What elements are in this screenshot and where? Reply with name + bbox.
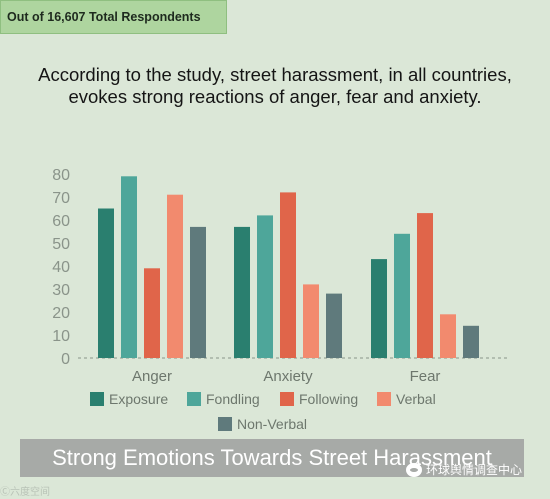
legend-label-exposure: Exposure <box>109 391 168 407</box>
y-tick-label: 30 <box>52 282 70 299</box>
bar-fear-non-verbal <box>463 325 479 358</box>
legend-swatch-following <box>280 392 294 406</box>
bar-anger-fondling <box>121 176 137 358</box>
watermark-left: Ⓒ六度空间 <box>0 487 50 498</box>
bar-fear-verbal <box>440 314 456 358</box>
legend-swatch-exposure <box>90 392 104 406</box>
bottom-banner: Strong Emotions Towards Street Harassmen… <box>20 439 524 477</box>
y-tick-label: 50 <box>52 236 70 253</box>
legend-label-non-verbal: Non-Verbal <box>237 416 307 432</box>
bar-anxiety-fondling <box>257 215 273 358</box>
bar-anxiety-non-verbal <box>326 293 342 358</box>
legend-label-following: Following <box>299 391 358 407</box>
legend-swatch-fondling <box>187 392 201 406</box>
y-tick-label: 70 <box>52 190 70 207</box>
x-tick-label: Anxiety <box>263 368 313 385</box>
legend-swatch-verbal <box>377 392 391 406</box>
watermark-right-label: 环球舆情调查中心 <box>426 463 523 477</box>
x-tick-label: Anger <box>132 368 172 385</box>
bar-anger-verbal <box>167 194 183 358</box>
bar-fear-fondling <box>394 233 410 358</box>
respondents-badge-label: Out of 16,607 Total Respondents <box>7 10 201 24</box>
bar-anger-following <box>144 268 160 358</box>
watermark-right: 环球舆情调查中心 <box>406 461 522 478</box>
x-tick-label: Fear <box>410 368 441 385</box>
wechat-icon <box>406 462 422 477</box>
bar-fear-following <box>417 213 433 358</box>
bar-anxiety-following <box>280 192 296 358</box>
y-tick-label: 80 <box>52 167 70 184</box>
y-tick-label: 40 <box>52 259 70 276</box>
bar-fear-exposure <box>371 259 387 358</box>
y-tick-label: 20 <box>52 305 70 322</box>
legend-swatch-non-verbal <box>218 417 232 431</box>
bar-anxiety-exposure <box>234 226 250 358</box>
bar-anger-non-verbal <box>190 226 206 358</box>
respondents-badge: Out of 16,607 Total Respondents <box>0 0 227 34</box>
bar-anxiety-verbal <box>303 284 319 358</box>
y-tick-label: 10 <box>52 328 70 345</box>
y-tick-label: 60 <box>52 213 70 230</box>
legend-label-fondling: Fondling <box>206 391 260 407</box>
legend-label-verbal: Verbal <box>396 391 436 407</box>
bar-anger-exposure <box>98 208 114 358</box>
headline-text: According to the study, street harassmen… <box>38 64 512 107</box>
y-tick-label: 0 <box>61 351 70 368</box>
